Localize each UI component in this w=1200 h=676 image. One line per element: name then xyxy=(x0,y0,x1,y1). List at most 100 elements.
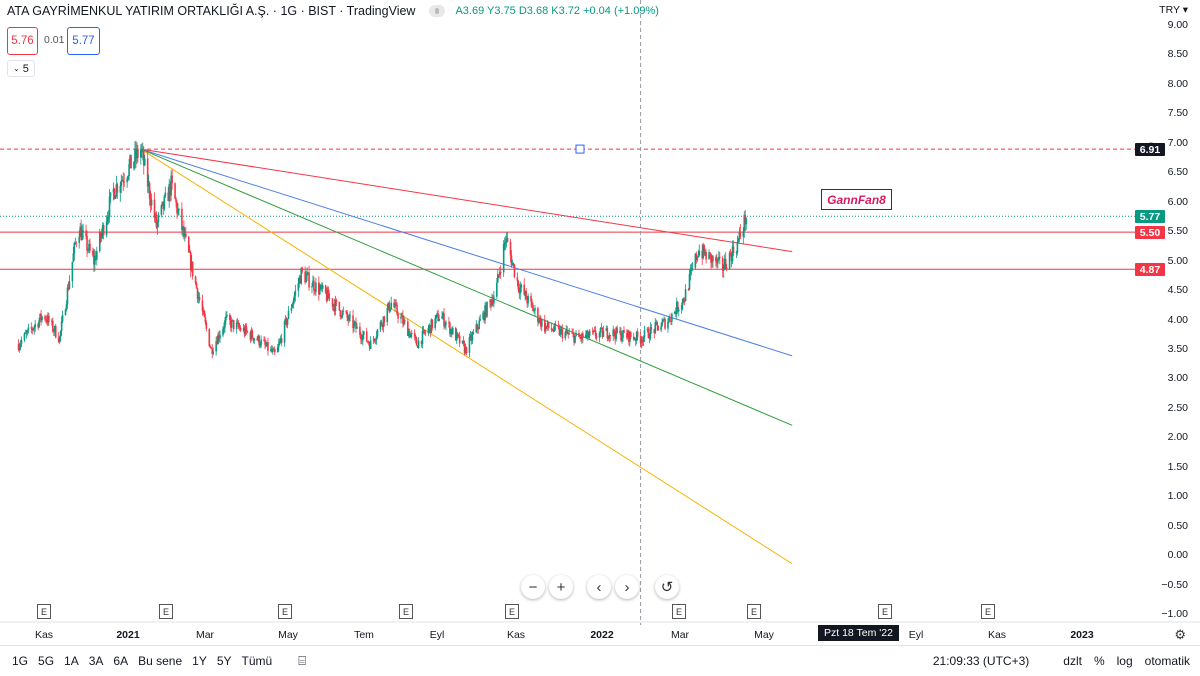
candle-body xyxy=(198,296,201,301)
candle-body xyxy=(359,326,361,335)
candle-body xyxy=(670,321,672,322)
candle-body xyxy=(75,242,78,244)
candle-body xyxy=(478,320,481,329)
candle-body xyxy=(210,347,213,349)
interval-button[interactable]: 5Y xyxy=(216,654,232,668)
earnings-badge[interactable]: E xyxy=(878,604,892,619)
candle-body xyxy=(223,327,225,329)
candle-body xyxy=(567,333,570,335)
time-axis-label: Tem xyxy=(354,629,374,641)
candle-body xyxy=(422,329,425,331)
candle-body xyxy=(258,335,260,346)
candle-body xyxy=(581,333,583,340)
candle-body xyxy=(533,310,535,312)
reset-chart-button[interactable]: ↺ xyxy=(655,575,679,599)
interval-button[interactable]: 5G xyxy=(38,654,55,668)
candle-body xyxy=(299,277,302,284)
option-percent[interactable]: % xyxy=(1093,654,1105,668)
earnings-badge[interactable]: E xyxy=(747,604,761,619)
candle-body xyxy=(471,333,474,341)
candle-body xyxy=(643,330,646,338)
scroll-back-button[interactable]: ‹ xyxy=(587,575,611,599)
interval-button[interactable]: 3A xyxy=(88,654,104,668)
earnings-badge[interactable]: E xyxy=(37,604,51,619)
candle-body xyxy=(217,334,219,345)
earnings-badge[interactable]: E xyxy=(399,604,413,619)
candle-body xyxy=(691,267,694,269)
candle-body xyxy=(732,246,735,254)
interval-button[interactable]: 6A xyxy=(113,654,129,668)
volume-toggle[interactable]: ⌄ 5 xyxy=(7,60,35,77)
sell-button[interactable]: 5.76 xyxy=(7,27,38,55)
calendar-range-icon[interactable]: ⌸ xyxy=(298,653,307,668)
interval-button[interactable]: Bu sene xyxy=(138,654,183,668)
price-tag: 5.50 xyxy=(1135,226,1165,240)
candle-body xyxy=(722,268,725,271)
earnings-badge[interactable]: E xyxy=(159,604,173,619)
interval-button[interactable]: Tümü xyxy=(241,654,273,668)
candle-body xyxy=(18,346,21,350)
candle-body xyxy=(367,341,370,344)
candle-body xyxy=(513,264,516,278)
candle-body xyxy=(540,317,542,327)
candle-body xyxy=(629,332,631,342)
candle-body xyxy=(609,334,612,337)
candle-body xyxy=(646,328,649,331)
gann-fan-label[interactable]: GannFan8 xyxy=(821,189,892,210)
clock-time[interactable]: 21:09:33 (UTC+3) xyxy=(932,654,1030,668)
candle-body xyxy=(185,233,187,237)
earnings-badge[interactable]: E xyxy=(672,604,686,619)
currency-selector[interactable]: TRY ▾ xyxy=(1159,4,1188,16)
candle-body xyxy=(188,252,191,253)
option-auto[interactable]: otomatik xyxy=(1144,654,1190,668)
candle-body xyxy=(278,341,281,344)
price-axis-label: 1.50 xyxy=(1167,460,1188,473)
candle-body xyxy=(30,327,33,329)
candle-body xyxy=(80,226,82,240)
candle-body xyxy=(121,179,124,181)
candle-body xyxy=(17,344,20,350)
candle-body xyxy=(414,336,417,339)
scroll-forward-button[interactable]: › xyxy=(615,575,639,599)
candle-body xyxy=(565,330,568,333)
price-tag: 4.87 xyxy=(1135,263,1165,277)
buy-button[interactable]: 5.77 xyxy=(67,27,100,55)
candle-body xyxy=(575,332,577,337)
candle-body xyxy=(729,252,732,255)
candle-body xyxy=(623,330,625,334)
interval-button[interactable]: 1G xyxy=(12,654,29,668)
eye-icon[interactable] xyxy=(429,5,446,17)
candle-body xyxy=(438,318,440,321)
candle-body xyxy=(324,285,327,293)
interval-button[interactable]: 1Y xyxy=(192,654,207,668)
zoom-out-button[interactable]: − xyxy=(521,575,545,599)
candle-body xyxy=(503,242,506,244)
candle-body xyxy=(383,316,386,323)
candle-body xyxy=(401,315,403,317)
zoom-in-button[interactable]: + xyxy=(549,575,573,599)
candle-body xyxy=(116,184,119,193)
candle-body xyxy=(130,155,132,169)
candle-body xyxy=(684,289,687,302)
earnings-badge[interactable]: E xyxy=(505,604,519,619)
option-adjust[interactable]: dzlt xyxy=(1063,654,1082,668)
price-axis-label: 9.00 xyxy=(1167,19,1188,31)
candle-body xyxy=(141,149,143,151)
candle-body xyxy=(25,332,28,334)
candle-body xyxy=(195,283,198,289)
earnings-badge[interactable]: E xyxy=(278,604,292,619)
candle-body xyxy=(99,232,102,238)
option-log[interactable]: log xyxy=(1116,654,1133,668)
candle-body xyxy=(649,327,652,339)
candle-body xyxy=(313,280,315,291)
gear-icon[interactable]: ⚙ xyxy=(1174,627,1186,642)
candle-body xyxy=(205,322,208,329)
interval-button[interactable]: 1A xyxy=(64,654,79,668)
candle-body xyxy=(612,329,615,337)
earnings-badge[interactable]: E xyxy=(981,604,995,619)
candle-body xyxy=(534,308,536,311)
chevron-down-icon: ⌄ xyxy=(13,64,20,73)
symbol-title[interactable]: ATA GAYRİMENKUL YATIRIM ORTAKLIĞI A.Ş. ·… xyxy=(7,4,416,18)
candle-body xyxy=(668,317,670,322)
